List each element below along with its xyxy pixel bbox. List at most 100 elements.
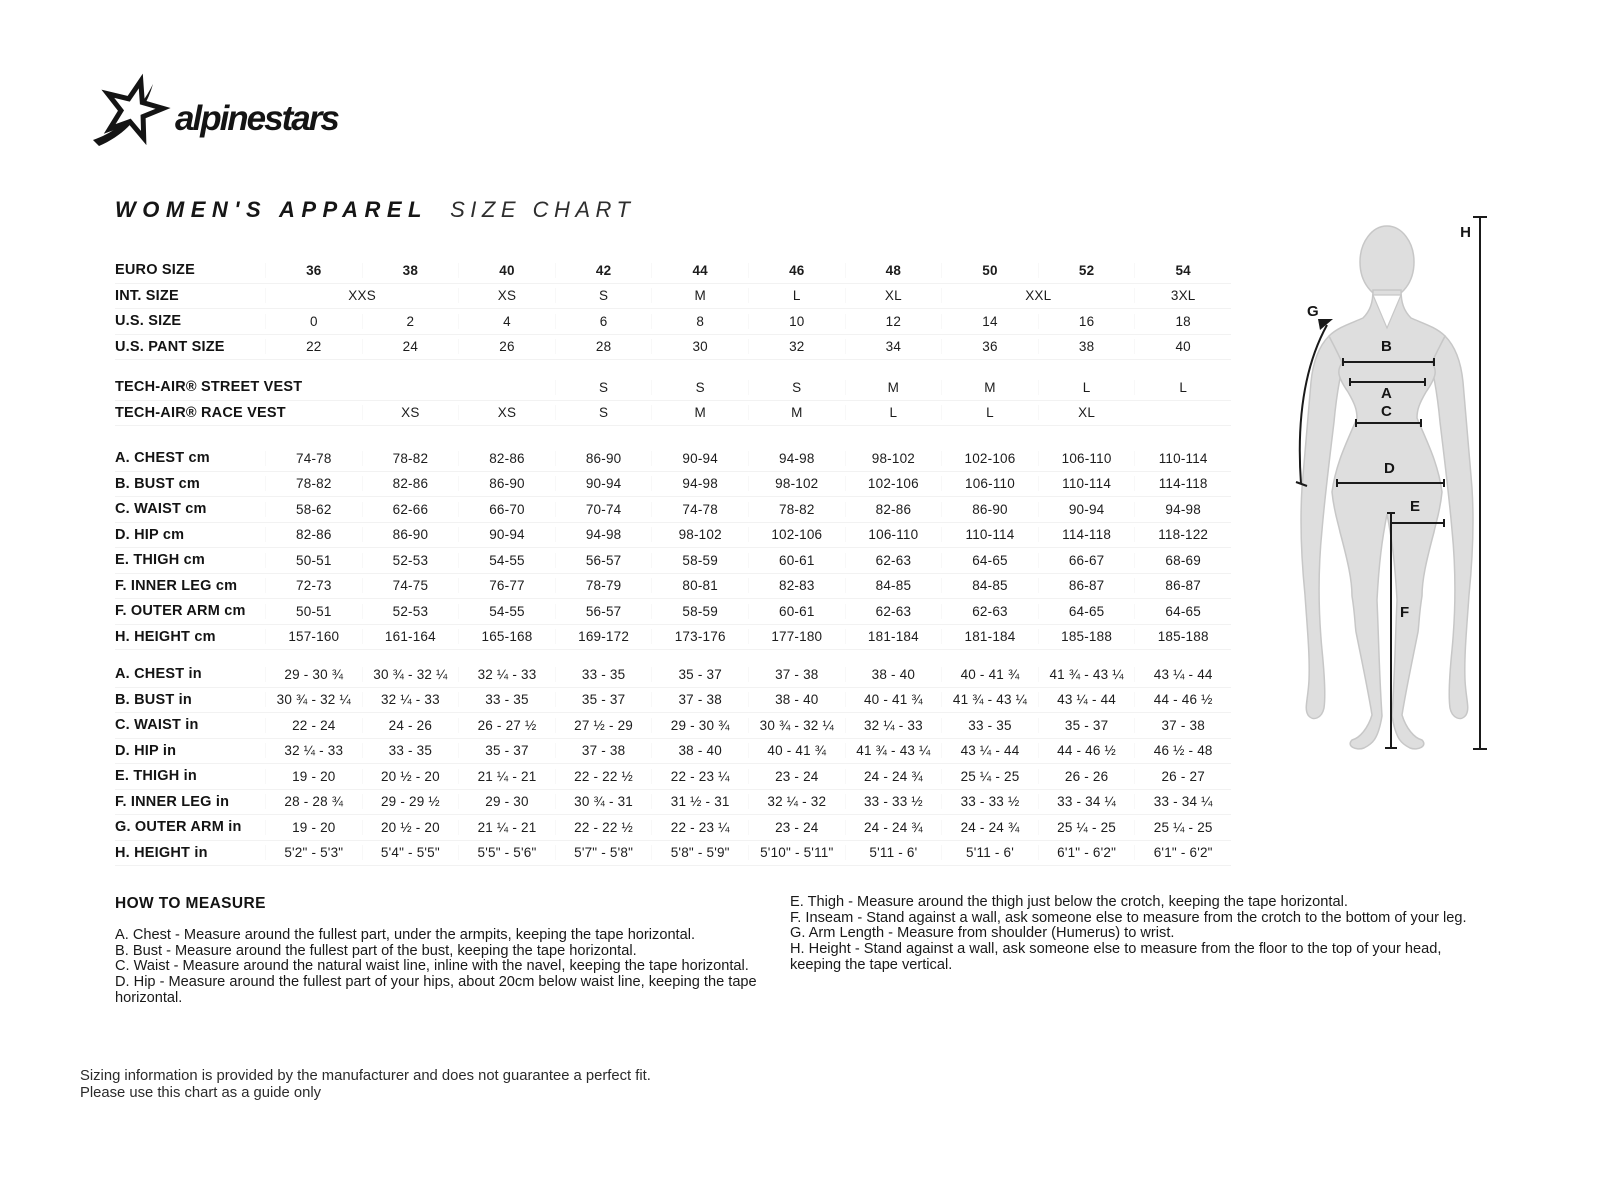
table-cell: 42 — [554, 262, 652, 278]
female-body-silhouette — [1300, 225, 1474, 750]
table-cell: 44 — [651, 262, 748, 278]
table-cell: 28 - 28 ¾ — [265, 794, 362, 810]
table-cell: 22 - 22 ½ — [554, 819, 652, 835]
table-cell: L — [1134, 379, 1231, 395]
table-cell: 86-90 — [361, 527, 459, 543]
table-cell: 114-118 — [1134, 476, 1231, 492]
table-cell: M — [651, 405, 748, 421]
table-cell: 169-172 — [554, 629, 652, 645]
table-cell: 40 - 41 ¾ — [844, 692, 942, 708]
table-cell: 66-67 — [1037, 552, 1135, 568]
table-cell: 58-62 — [265, 501, 362, 517]
alpinestars-star-icon — [93, 73, 171, 146]
measure-item-inseam: F. Inseam - Stand against a wall, ask so… — [790, 909, 1467, 926]
table-cell: 90-94 — [458, 527, 555, 543]
table-cell: 5'10" - 5'11" — [747, 845, 845, 861]
table-cell: 38 - 40 — [844, 666, 942, 682]
table-cell: S — [554, 379, 652, 395]
table-cell: 40 - 41 ¾ — [941, 666, 1038, 682]
table-cell: 82-86 — [458, 450, 555, 466]
table-cell: 30 — [651, 339, 748, 355]
table-cell: 29 - 30 — [458, 794, 555, 810]
table-cell: 56-57 — [554, 552, 652, 568]
table-cell: M — [844, 379, 942, 395]
table-cell: XXS — [265, 288, 458, 304]
table-cell: 52 — [1037, 262, 1135, 278]
row-label: INT. SIZE — [115, 287, 179, 304]
table-cell: 0 — [265, 313, 362, 329]
measure-item-thigh: E. Thigh - Measure around the thigh just… — [790, 894, 1348, 910]
table-cell: 26 - 27 — [1134, 768, 1231, 784]
table-cell: 50 — [941, 262, 1038, 278]
row-label: U.S. SIZE — [115, 313, 182, 330]
row-label: A. CHEST cm — [115, 450, 210, 467]
table-cell: 33 - 33 ½ — [941, 794, 1038, 810]
table-cell: 24 - 24 ¾ — [844, 768, 942, 784]
table-cell: 86-87 — [1037, 578, 1135, 594]
table-cell: 110-114 — [1134, 450, 1231, 466]
table-cell: 98-102 — [651, 527, 748, 543]
table-cell: 40 — [458, 262, 555, 278]
page-title: WOMEN'S APPAREL SIZE CHART — [115, 197, 635, 223]
how-to-measure-title: HOW TO MEASURE — [115, 895, 266, 912]
table-cell: 54 — [1134, 262, 1231, 278]
table-cell: 78-82 — [361, 450, 459, 466]
row-label: EURO SIZE — [115, 262, 195, 279]
table-cell: 60-61 — [747, 552, 845, 568]
row-thigh-cm: E. THIGH cm 50-51 52-53 54-55 56-57 58-59 60-6… — [115, 548, 1231, 574]
table-cell: 48 — [844, 262, 942, 278]
measure-item-height: H. Height - Stand against a wall, ask so… — [790, 941, 1442, 973]
table-cell: 23 - 24 — [747, 819, 845, 835]
table-cell: XXL — [941, 288, 1134, 304]
figure-label-f: F — [1400, 604, 1409, 621]
table-cell: 102-106 — [747, 527, 845, 543]
row-chest-cm: A. CHEST cm 74-78 78-82 82-86 86-90 90-94 94-9… — [115, 446, 1231, 472]
table-cell: 8 — [651, 313, 748, 329]
table-cell: 50-51 — [265, 603, 362, 619]
row-label: D. HIP cm — [115, 526, 185, 543]
table-cell: 37 - 38 — [1134, 717, 1231, 733]
row-label: C. WAIST cm — [115, 501, 207, 518]
table-cell: 36 — [265, 262, 362, 278]
table-cell: 6'1" - 6'2" — [1037, 845, 1135, 861]
table-cell: XL — [844, 288, 942, 304]
table-cell: 29 - 29 ½ — [361, 794, 459, 810]
table-cell: 22 - 23 ¼ — [651, 768, 748, 784]
table-cell: 38 - 40 — [651, 743, 748, 759]
figure-label-g: G — [1307, 303, 1319, 320]
table-cell: 82-83 — [747, 578, 845, 594]
table-cell: 30 ¾ - 32 ¼ — [265, 692, 362, 708]
table-cell: XS — [458, 405, 555, 421]
table-cell: 64-65 — [941, 552, 1038, 568]
table-cell: L — [747, 288, 845, 304]
row-thigh-in: E. THIGH in 19 - 20 20 ½ - 20 21 ¼ - 21 22 -… — [115, 764, 1231, 790]
table-cell: 86-87 — [1134, 578, 1231, 594]
table-cell: L — [941, 405, 1038, 421]
figure-label-b: B — [1381, 338, 1392, 355]
row-label: F. INNER LEG cm — [115, 577, 238, 594]
page-title-main: WOMEN'S APPAREL — [115, 197, 428, 222]
table-cell: 24 - 24 ¾ — [844, 819, 942, 835]
table-cell: 110-114 — [1037, 476, 1135, 492]
table-cell: 19 - 20 — [265, 768, 362, 784]
row-label: U.S. PANT SIZE — [115, 338, 225, 355]
table-cell: 102-106 — [941, 450, 1038, 466]
table-cell: 30 ¾ - 32 ¼ — [747, 717, 845, 733]
table-cell: 72-73 — [265, 578, 362, 594]
row-label: TECH-AIR® STREET VEST — [115, 379, 303, 396]
measure-item-waist: C. Waist - Measure around the natural wa… — [115, 958, 749, 975]
row-label: TECH-AIR® RACE VEST — [115, 404, 286, 421]
table-cell: 185-188 — [1134, 629, 1231, 645]
table-cell: 181-184 — [941, 629, 1038, 645]
row-inner-leg-cm: F. INNER LEG cm 72-73 74-75 76-77 78-79 80-81… — [115, 574, 1231, 599]
row-waist-cm: C. WAIST cm 58-62 62-66 66-70 70-74 74-78 78-8… — [115, 497, 1231, 523]
table-cell: 173-176 — [651, 629, 748, 645]
table-cell: 35 - 37 — [554, 692, 652, 708]
table-cell: 43 ¼ - 44 — [1037, 692, 1135, 708]
table-cell: 90-94 — [1037, 501, 1135, 517]
table-cell: 33 - 35 — [458, 692, 555, 708]
table-cell: 32 ¼ - 33 — [844, 717, 942, 733]
table-cell: L — [844, 405, 942, 421]
row-inner-leg-in: F. INNER LEG in 28 - 28 ¾ 29 - 29 ½ 29 - 30… — [115, 790, 1231, 815]
